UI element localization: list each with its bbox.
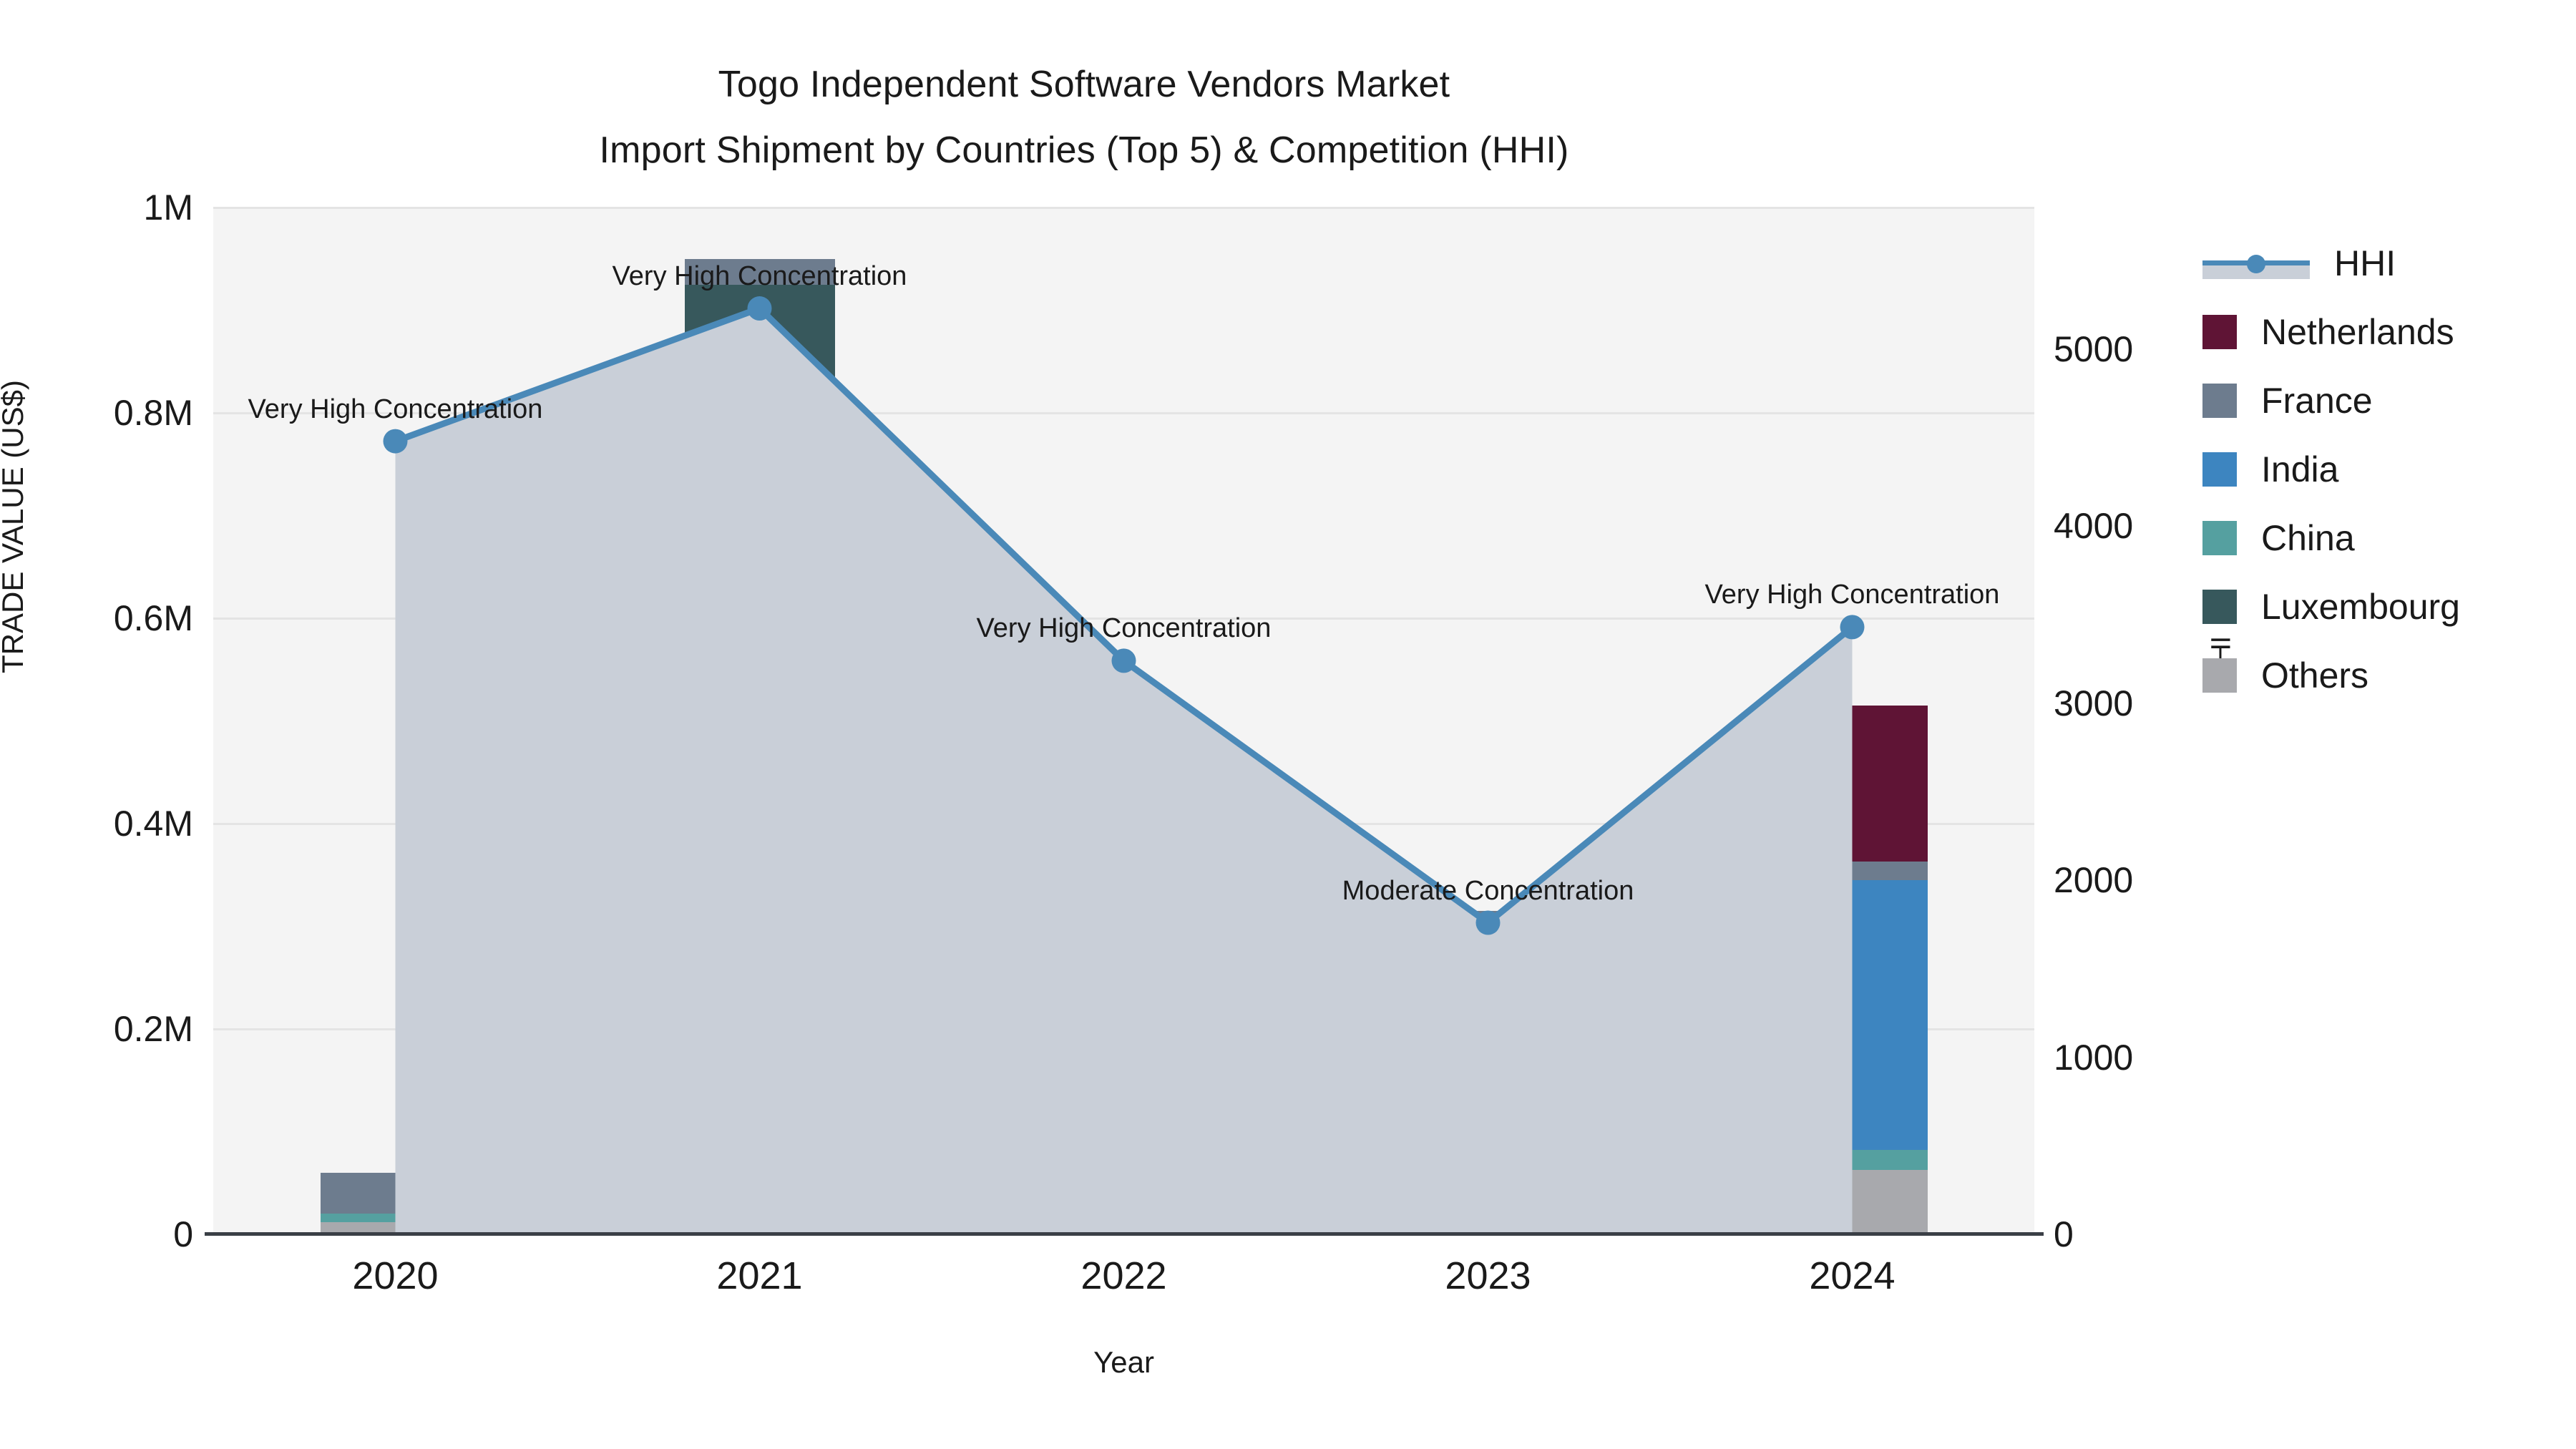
y-axis-tick-right: 0 xyxy=(2054,1214,2074,1254)
y-axis-tick-left: 0.2M xyxy=(113,1009,193,1049)
x-axis-tick-2022: 2022 xyxy=(1080,1254,1167,1297)
plot-area xyxy=(213,206,2034,1234)
legend-swatch-icon xyxy=(2202,658,2237,693)
bar-segment-netherlands-2024[interactable] xyxy=(1777,705,1928,862)
bar-segment-others-2021[interactable] xyxy=(684,1162,835,1234)
x-axis-line xyxy=(205,1232,2044,1236)
legend-swatch-icon xyxy=(2202,521,2237,555)
chart-subtitle: Import Shipment by Countries (Top 5) & C… xyxy=(599,130,1569,171)
y-axis-tick-right: 5000 xyxy=(2054,328,2134,369)
bar-segment-india-2024[interactable] xyxy=(1777,879,1928,1151)
legend-swatch-icon xyxy=(2202,315,2237,349)
legend-swatch-icon xyxy=(2202,590,2237,624)
bar-segment-france-2023[interactable] xyxy=(1413,910,1563,993)
y-axis-tick-right: 4000 xyxy=(2054,506,2134,547)
hhi-annotation-2023: Moderate Concentration xyxy=(1342,875,1634,906)
bar-segment-france-2024[interactable] xyxy=(1777,862,1928,880)
legend-item-label: HHI xyxy=(2334,243,2396,283)
gridline xyxy=(213,1028,2034,1030)
legend-item-label: Netherlands xyxy=(2261,312,2454,352)
bar-segment-others-2024[interactable] xyxy=(1777,1169,1928,1234)
gridline xyxy=(213,206,2034,209)
bar-segment-china-2021[interactable] xyxy=(684,967,835,1163)
hhi-annotation-2020: Very High Concentration xyxy=(248,394,543,424)
bar-segment-china-2022[interactable] xyxy=(1048,1174,1199,1201)
legend-item-india[interactable]: India xyxy=(2202,435,2575,504)
chart-legend: HHI Netherlands France India China Luxembourg… xyxy=(2202,229,2575,710)
x-axis-tick-2024: 2024 xyxy=(1809,1254,1896,1297)
legend-swatch-icon xyxy=(2202,452,2237,487)
x-axis-tick-2021: 2021 xyxy=(716,1254,803,1297)
y-axis-tick-right: 3000 xyxy=(2054,683,2134,723)
page-title: Togo Independent Software Vendors Market xyxy=(718,64,1450,105)
legend-swatch-icon xyxy=(2202,384,2237,418)
gridline xyxy=(213,822,2034,825)
x-axis-tick-2020: 2020 xyxy=(352,1254,439,1297)
legend-item-hhi[interactable]: HHI xyxy=(2202,229,2575,298)
x-axis-tick-2023: 2023 xyxy=(1445,1254,1531,1297)
y-axis-tick-left: 0 xyxy=(173,1214,193,1254)
chart-title-block: Togo Independent Software Vendors Market… xyxy=(0,52,2168,183)
legend-item-others[interactable]: Others xyxy=(2202,641,2575,710)
legend-item-label: Luxembourg xyxy=(2261,587,2460,627)
legend-item-france[interactable]: France xyxy=(2202,366,2575,435)
legend-item-luxembourg[interactable]: Luxembourg xyxy=(2202,572,2575,641)
legend-item-label: China xyxy=(2261,518,2355,558)
y-axis-tick-right: 2000 xyxy=(2054,860,2134,901)
y-axis-tick-left: 0.4M xyxy=(113,804,193,844)
y-axis-tick-right: 1000 xyxy=(2054,1037,2134,1078)
legend-item-label: France xyxy=(2261,381,2373,421)
y-axis-left-label: TRADE VALUE (US$) xyxy=(0,380,29,673)
hhi-annotation-2022: Very High Concentration xyxy=(976,613,1272,644)
bar-segment-france-2020[interactable] xyxy=(320,1172,471,1214)
hhi-annotation-2024: Very High Concentration xyxy=(1704,580,2000,610)
y-axis-tick-left: 0.8M xyxy=(113,393,193,433)
hhi-annotation-2021: Very High Concentration xyxy=(612,261,907,292)
bar-segment-china-2020[interactable] xyxy=(320,1214,471,1222)
legend-item-china[interactable]: China xyxy=(2202,504,2575,572)
bar-segment-china-2023[interactable] xyxy=(1413,992,1563,1029)
legend-item-netherlands[interactable]: Netherlands xyxy=(2202,298,2575,366)
legend-line-marker-icon xyxy=(2202,246,2310,280)
bar-segment-france-2021[interactable] xyxy=(684,258,835,285)
x-axis-label: Year xyxy=(1093,1345,1154,1379)
bar-segment-others-2022[interactable] xyxy=(1048,1200,1199,1234)
legend-item-label: Others xyxy=(2261,655,2369,696)
bar-segment-others-2023[interactable] xyxy=(1413,1029,1563,1234)
y-axis-tick-left: 1M xyxy=(143,187,193,228)
y-axis-tick-left: 0.6M xyxy=(113,598,193,638)
bar-segment-luxembourg-2021[interactable] xyxy=(684,284,835,967)
bar-segment-china-2024[interactable] xyxy=(1777,1150,1928,1170)
legend-item-label: India xyxy=(2261,449,2339,489)
